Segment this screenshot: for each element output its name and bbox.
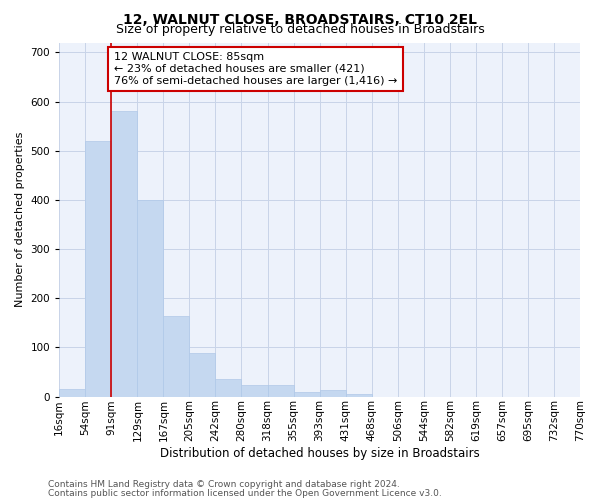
Bar <box>346 394 371 396</box>
Bar <box>241 385 268 396</box>
Bar <box>293 392 320 396</box>
Bar <box>85 141 111 397</box>
X-axis label: Distribution of detached houses by size in Broadstairs: Distribution of detached houses by size … <box>160 447 479 460</box>
Bar <box>111 112 137 397</box>
Bar <box>215 380 241 396</box>
Text: Contains public sector information licensed under the Open Government Licence v3: Contains public sector information licen… <box>48 488 442 498</box>
Bar <box>163 316 190 396</box>
Text: 12 WALNUT CLOSE: 85sqm
← 23% of detached houses are smaller (421)
76% of semi-de: 12 WALNUT CLOSE: 85sqm ← 23% of detached… <box>114 52 397 86</box>
Bar <box>268 385 293 396</box>
Bar <box>190 354 215 397</box>
Bar <box>137 200 163 396</box>
Text: Size of property relative to detached houses in Broadstairs: Size of property relative to detached ho… <box>116 24 484 36</box>
Bar <box>320 390 346 396</box>
Text: 12, WALNUT CLOSE, BROADSTAIRS, CT10 2EL: 12, WALNUT CLOSE, BROADSTAIRS, CT10 2EL <box>123 12 477 26</box>
Bar <box>59 389 85 396</box>
Text: Contains HM Land Registry data © Crown copyright and database right 2024.: Contains HM Land Registry data © Crown c… <box>48 480 400 489</box>
Y-axis label: Number of detached properties: Number of detached properties <box>15 132 25 307</box>
